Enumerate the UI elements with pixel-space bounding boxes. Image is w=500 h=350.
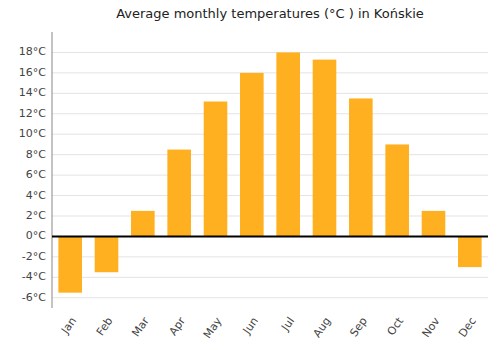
y-tick-label: 2°C bbox=[26, 209, 46, 222]
bar bbox=[167, 150, 191, 237]
x-tick-label: Apr bbox=[167, 314, 189, 337]
x-tick-label: Feb bbox=[94, 315, 116, 338]
grid-line bbox=[52, 277, 488, 278]
y-axis-line bbox=[52, 32, 53, 308]
grid bbox=[52, 52, 488, 297]
bar bbox=[131, 211, 155, 237]
bar bbox=[458, 236, 482, 267]
bar bbox=[276, 52, 300, 236]
bar bbox=[240, 73, 264, 237]
y-tick-label: 10°C bbox=[19, 127, 46, 140]
bar bbox=[313, 60, 337, 237]
grid-line bbox=[52, 93, 488, 94]
x-tick-label: Aug bbox=[311, 315, 334, 340]
x-tick-label: Dec bbox=[456, 315, 479, 340]
x-tick-label: Nov bbox=[420, 314, 443, 339]
x-tick-label: May bbox=[201, 314, 225, 340]
bars bbox=[58, 52, 481, 292]
y-tick-label: 6°C bbox=[26, 168, 46, 181]
grid-line bbox=[52, 113, 488, 114]
y-tick-label: -4°C bbox=[22, 270, 46, 283]
x-tick-label: Jun bbox=[240, 315, 261, 337]
y-tick-label: -2°C bbox=[22, 250, 46, 263]
grid-line bbox=[52, 134, 488, 135]
x-tick-label: Mar bbox=[129, 314, 152, 339]
bar bbox=[204, 102, 228, 237]
y-tick-label: 12°C bbox=[19, 107, 46, 120]
x-tick-label: Oct bbox=[385, 314, 407, 338]
grid-line bbox=[52, 72, 488, 73]
grid-line bbox=[52, 195, 488, 196]
title: Average monthly temperatures (°C ) in Ko… bbox=[116, 6, 424, 21]
bar bbox=[385, 144, 409, 236]
y-tick-label: 8°C bbox=[26, 148, 46, 161]
grid-line bbox=[52, 175, 488, 176]
x-tick-label: Sep bbox=[347, 315, 370, 339]
y-tick-label: 0°C bbox=[26, 229, 46, 242]
x-tick-label: Jul bbox=[278, 315, 297, 334]
grid-line bbox=[52, 297, 488, 298]
y-tick-label: 18°C bbox=[19, 45, 46, 58]
y-tick-label: 4°C bbox=[26, 189, 46, 202]
grid-line bbox=[52, 154, 488, 155]
grid-line bbox=[52, 52, 488, 53]
chart: Average monthly temperatures (°C ) in Ko… bbox=[0, 0, 500, 350]
x-tick-label: Jan bbox=[58, 315, 79, 337]
bar bbox=[422, 211, 446, 237]
chart-container: Average monthly temperatures (°C ) in Ko… bbox=[0, 0, 500, 350]
bar bbox=[349, 98, 373, 236]
grid-line bbox=[52, 236, 488, 237]
bar bbox=[95, 236, 119, 272]
y-tick-label: 14°C bbox=[19, 86, 46, 99]
y-tick-label: 16°C bbox=[19, 66, 46, 79]
zero-line bbox=[52, 235, 488, 237]
bar bbox=[58, 236, 82, 292]
y-tick-label: -6°C bbox=[22, 291, 46, 304]
